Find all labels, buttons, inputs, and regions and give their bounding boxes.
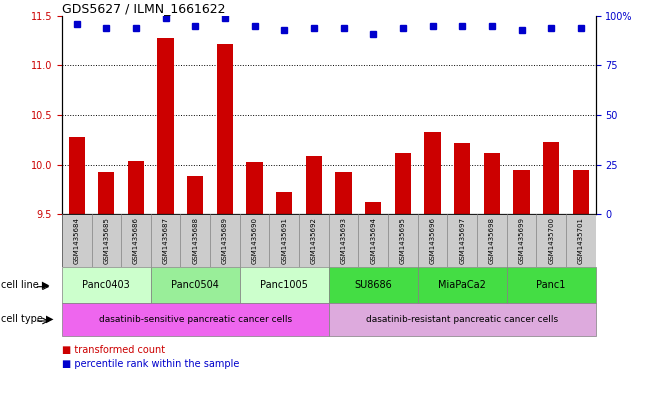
Bar	[247, 162, 263, 214]
Text: Panc0403: Panc0403	[83, 280, 130, 290]
Text: Panc0504: Panc0504	[171, 280, 219, 290]
Text: ■ transformed count: ■ transformed count	[62, 345, 165, 355]
Text: cell line ▶: cell line ▶	[1, 280, 49, 290]
Text: GSM1435694: GSM1435694	[370, 217, 376, 264]
Bar	[276, 192, 292, 214]
Bar	[128, 161, 144, 214]
Bar	[158, 38, 174, 214]
Text: GSM1435701: GSM1435701	[578, 217, 584, 264]
Bar	[484, 152, 500, 214]
Text: GSM1435689: GSM1435689	[222, 217, 228, 264]
Text: GSM1435688: GSM1435688	[192, 217, 199, 264]
Text: ■ percentile rank within the sample: ■ percentile rank within the sample	[62, 358, 239, 369]
Bar	[424, 132, 441, 214]
Bar	[514, 169, 530, 214]
Text: GSM1435684: GSM1435684	[74, 217, 79, 264]
Bar	[68, 137, 85, 214]
Text: GSM1435697: GSM1435697	[459, 217, 465, 264]
Bar	[365, 202, 381, 214]
Bar	[543, 142, 559, 214]
Bar	[187, 176, 204, 214]
Text: GSM1435691: GSM1435691	[281, 217, 287, 264]
Text: SU8686: SU8686	[354, 280, 392, 290]
Bar	[335, 171, 352, 214]
Text: Panc1: Panc1	[536, 280, 566, 290]
Text: GDS5627 / ILMN_1661622: GDS5627 / ILMN_1661622	[62, 2, 225, 15]
Text: GSM1435687: GSM1435687	[163, 217, 169, 264]
Text: GSM1435685: GSM1435685	[104, 217, 109, 264]
Text: cell type ▶: cell type ▶	[1, 314, 54, 324]
Text: GSM1435695: GSM1435695	[400, 217, 406, 264]
Bar	[573, 169, 589, 214]
Bar	[217, 44, 233, 214]
Text: GSM1435699: GSM1435699	[519, 217, 525, 264]
Bar	[98, 171, 115, 214]
Text: dasatinib-sensitive pancreatic cancer cells: dasatinib-sensitive pancreatic cancer ce…	[99, 315, 292, 324]
Bar	[454, 143, 471, 214]
Text: GSM1435698: GSM1435698	[489, 217, 495, 264]
Text: GSM1435686: GSM1435686	[133, 217, 139, 264]
Bar	[62, 214, 596, 267]
Bar	[306, 156, 322, 214]
Text: GSM1435696: GSM1435696	[430, 217, 436, 264]
Bar	[395, 152, 411, 214]
Text: dasatinib-resistant pancreatic cancer cells: dasatinib-resistant pancreatic cancer ce…	[366, 315, 559, 324]
Text: GSM1435693: GSM1435693	[340, 217, 346, 264]
Text: GSM1435700: GSM1435700	[548, 217, 554, 264]
Text: GSM1435690: GSM1435690	[252, 217, 258, 264]
Text: Panc1005: Panc1005	[260, 280, 308, 290]
Text: MiaPaCa2: MiaPaCa2	[438, 280, 486, 290]
Text: GSM1435692: GSM1435692	[311, 217, 317, 264]
